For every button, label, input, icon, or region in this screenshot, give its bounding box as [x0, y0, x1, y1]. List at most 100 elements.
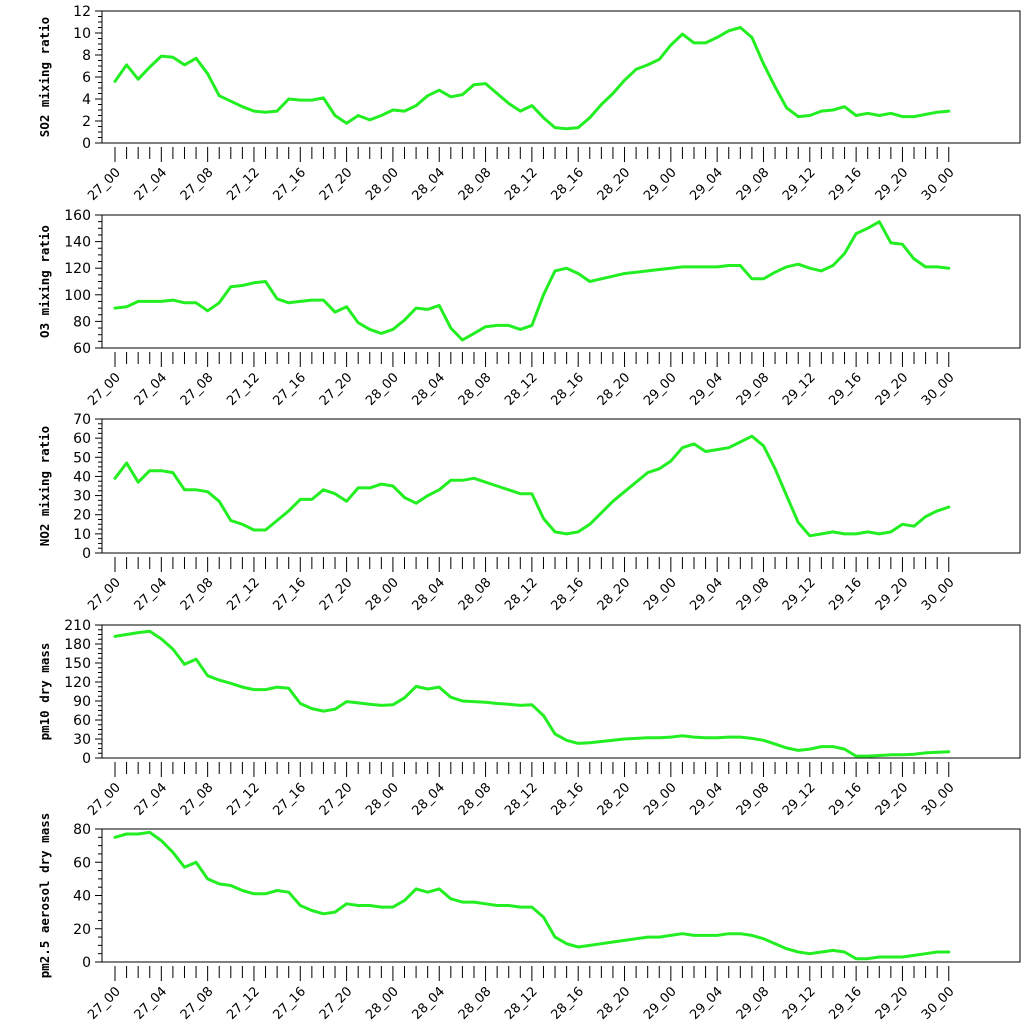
- data-point: [612, 275, 614, 277]
- data-point: [403, 496, 405, 498]
- data-point: [415, 307, 417, 309]
- data-point: [565, 943, 567, 945]
- x-tick-label: 28_08: [456, 165, 495, 204]
- y-tick-label: 60: [73, 713, 91, 729]
- y-tick-label: 10: [73, 527, 91, 543]
- x-tick-label: 28_20: [595, 984, 634, 1023]
- data-point: [681, 33, 683, 35]
- x-tick-label: 27_08: [178, 984, 217, 1023]
- data-point: [415, 685, 417, 687]
- data-point: [473, 477, 475, 479]
- panel-1: 0 2 4 6 8 10 12 SO2 mixing ratio 27_00 27_04 27_08…: [37, 4, 1020, 204]
- data-point: [878, 956, 880, 958]
- x-tick-label: 29_04: [687, 165, 726, 204]
- data-point: [195, 861, 197, 863]
- data-point: [195, 57, 197, 59]
- x-tick-label: 29_20: [873, 780, 912, 819]
- data-point: [264, 893, 266, 895]
- data-point: [438, 686, 440, 688]
- x-tick-label: 27_00: [85, 575, 124, 614]
- x-tick-label: 29_16: [826, 780, 865, 819]
- data-point: [392, 109, 394, 111]
- data-point: [357, 322, 359, 324]
- x-tick-label: 29_08: [734, 370, 773, 409]
- y-tick-label: 30: [73, 732, 91, 748]
- data-point: [276, 519, 278, 521]
- x-tick-label: 29_16: [826, 575, 865, 614]
- data-point: [311, 299, 313, 301]
- data-point: [241, 284, 243, 286]
- x-tick-label: 28_04: [409, 575, 448, 614]
- panel-2: 6080100120140160O3 mixing ratio27_00 27_0…: [37, 208, 1020, 409]
- data-point: [728, 933, 730, 935]
- data-point: [519, 328, 521, 330]
- data-point: [357, 114, 359, 116]
- x-tick-label: 29_12: [780, 370, 819, 409]
- data-point: [809, 953, 811, 955]
- data-point: [728, 30, 730, 32]
- x-tick-label: 28_00: [363, 984, 402, 1023]
- data-point: [450, 327, 452, 329]
- y-tick-label: 60: [73, 341, 91, 357]
- data-point: [728, 736, 730, 738]
- data-point: [774, 468, 776, 470]
- data-point: [403, 697, 405, 699]
- data-point: [137, 481, 139, 483]
- data-point: [577, 946, 579, 948]
- data-point: [438, 89, 440, 91]
- data-point: [589, 944, 591, 946]
- series-line: [115, 28, 949, 129]
- data-point: [137, 833, 139, 835]
- data-point: [647, 936, 649, 938]
- data-point: [299, 300, 301, 302]
- data-point: [357, 904, 359, 906]
- data-point: [762, 63, 764, 65]
- data-point: [403, 899, 405, 901]
- x-tick-label: 28_04: [409, 780, 448, 819]
- data-point: [924, 266, 926, 268]
- x-tick-label: 30_00: [919, 165, 958, 204]
- data-point: [589, 523, 591, 525]
- x-tick-label: 28_12: [502, 575, 541, 614]
- data-point: [357, 702, 359, 704]
- x-tick-label: 29_08: [734, 780, 773, 819]
- x-tick-label: 27_16: [271, 575, 310, 614]
- data-point: [450, 898, 452, 900]
- data-point: [913, 753, 915, 755]
- data-point: [820, 951, 822, 953]
- data-point: [936, 751, 938, 753]
- data-point: [450, 696, 452, 698]
- x-tick-label: 28_00: [363, 575, 402, 614]
- data-point: [334, 493, 336, 495]
- data-point: [206, 73, 208, 75]
- y-tick-label: 120: [64, 261, 91, 277]
- data-point: [311, 909, 313, 911]
- data-point: [403, 319, 405, 321]
- data-point: [948, 110, 950, 112]
- data-point: [878, 114, 880, 116]
- data-point: [809, 114, 811, 116]
- data-point: [473, 901, 475, 903]
- data-point: [924, 515, 926, 517]
- data-point: [380, 704, 382, 706]
- data-point: [230, 286, 232, 288]
- data-point: [809, 535, 811, 537]
- data-point: [253, 110, 255, 112]
- data-point: [901, 523, 903, 525]
- data-point: [751, 934, 753, 936]
- data-point: [751, 737, 753, 739]
- data-point: [797, 263, 799, 265]
- panel-3: 010203040506070NO2 mixing ratio27_00 27_0…: [37, 412, 1020, 614]
- data-point: [531, 906, 533, 908]
- x-tick-label: 29_16: [826, 984, 865, 1023]
- x-tick-label: 28_16: [548, 984, 587, 1023]
- x-tick-label: 27_20: [317, 780, 356, 819]
- data-point: [264, 688, 266, 690]
- data-point: [623, 491, 625, 493]
- data-point: [716, 934, 718, 936]
- data-point: [496, 904, 498, 906]
- x-tick-label: 30_00: [919, 780, 958, 819]
- y-axis-title: SO2 mixing ratio: [37, 17, 52, 137]
- data-point: [473, 700, 475, 702]
